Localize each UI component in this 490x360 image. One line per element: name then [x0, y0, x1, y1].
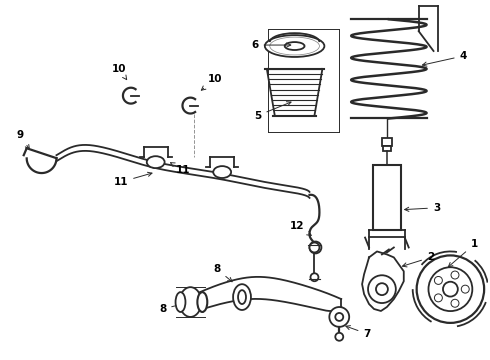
Text: 8: 8	[159, 302, 187, 314]
Ellipse shape	[213, 166, 231, 178]
Text: 2: 2	[402, 252, 434, 267]
Circle shape	[368, 275, 396, 303]
Text: 5: 5	[254, 102, 291, 121]
Circle shape	[443, 282, 458, 297]
Text: 12: 12	[290, 221, 311, 235]
Ellipse shape	[238, 290, 246, 304]
Circle shape	[310, 242, 321, 253]
Circle shape	[376, 283, 388, 295]
FancyBboxPatch shape	[373, 165, 401, 230]
Text: 10: 10	[112, 64, 126, 80]
Polygon shape	[362, 251, 404, 311]
Text: 11: 11	[114, 172, 152, 187]
Circle shape	[335, 313, 343, 321]
Circle shape	[310, 243, 319, 252]
Circle shape	[329, 307, 349, 327]
Ellipse shape	[265, 35, 324, 57]
Text: 10: 10	[201, 74, 222, 90]
Text: 6: 6	[251, 40, 291, 50]
Text: 8: 8	[214, 264, 232, 282]
Text: 1: 1	[448, 239, 478, 267]
Text: 3: 3	[405, 203, 440, 213]
Text: 9: 9	[16, 130, 29, 149]
Ellipse shape	[197, 292, 207, 312]
Ellipse shape	[233, 284, 251, 310]
Circle shape	[461, 285, 469, 293]
Circle shape	[335, 333, 343, 341]
Circle shape	[435, 294, 442, 302]
Circle shape	[435, 276, 442, 284]
Text: 11: 11	[171, 163, 191, 175]
Ellipse shape	[285, 42, 305, 50]
Text: 7: 7	[346, 326, 371, 339]
Circle shape	[416, 255, 484, 323]
Circle shape	[428, 267, 472, 311]
Ellipse shape	[147, 156, 165, 168]
Circle shape	[311, 273, 319, 281]
FancyBboxPatch shape	[383, 146, 391, 151]
Ellipse shape	[175, 292, 185, 312]
FancyBboxPatch shape	[382, 138, 392, 146]
Circle shape	[451, 271, 459, 279]
Ellipse shape	[179, 287, 201, 317]
Circle shape	[451, 299, 459, 307]
Text: 4: 4	[422, 51, 467, 66]
